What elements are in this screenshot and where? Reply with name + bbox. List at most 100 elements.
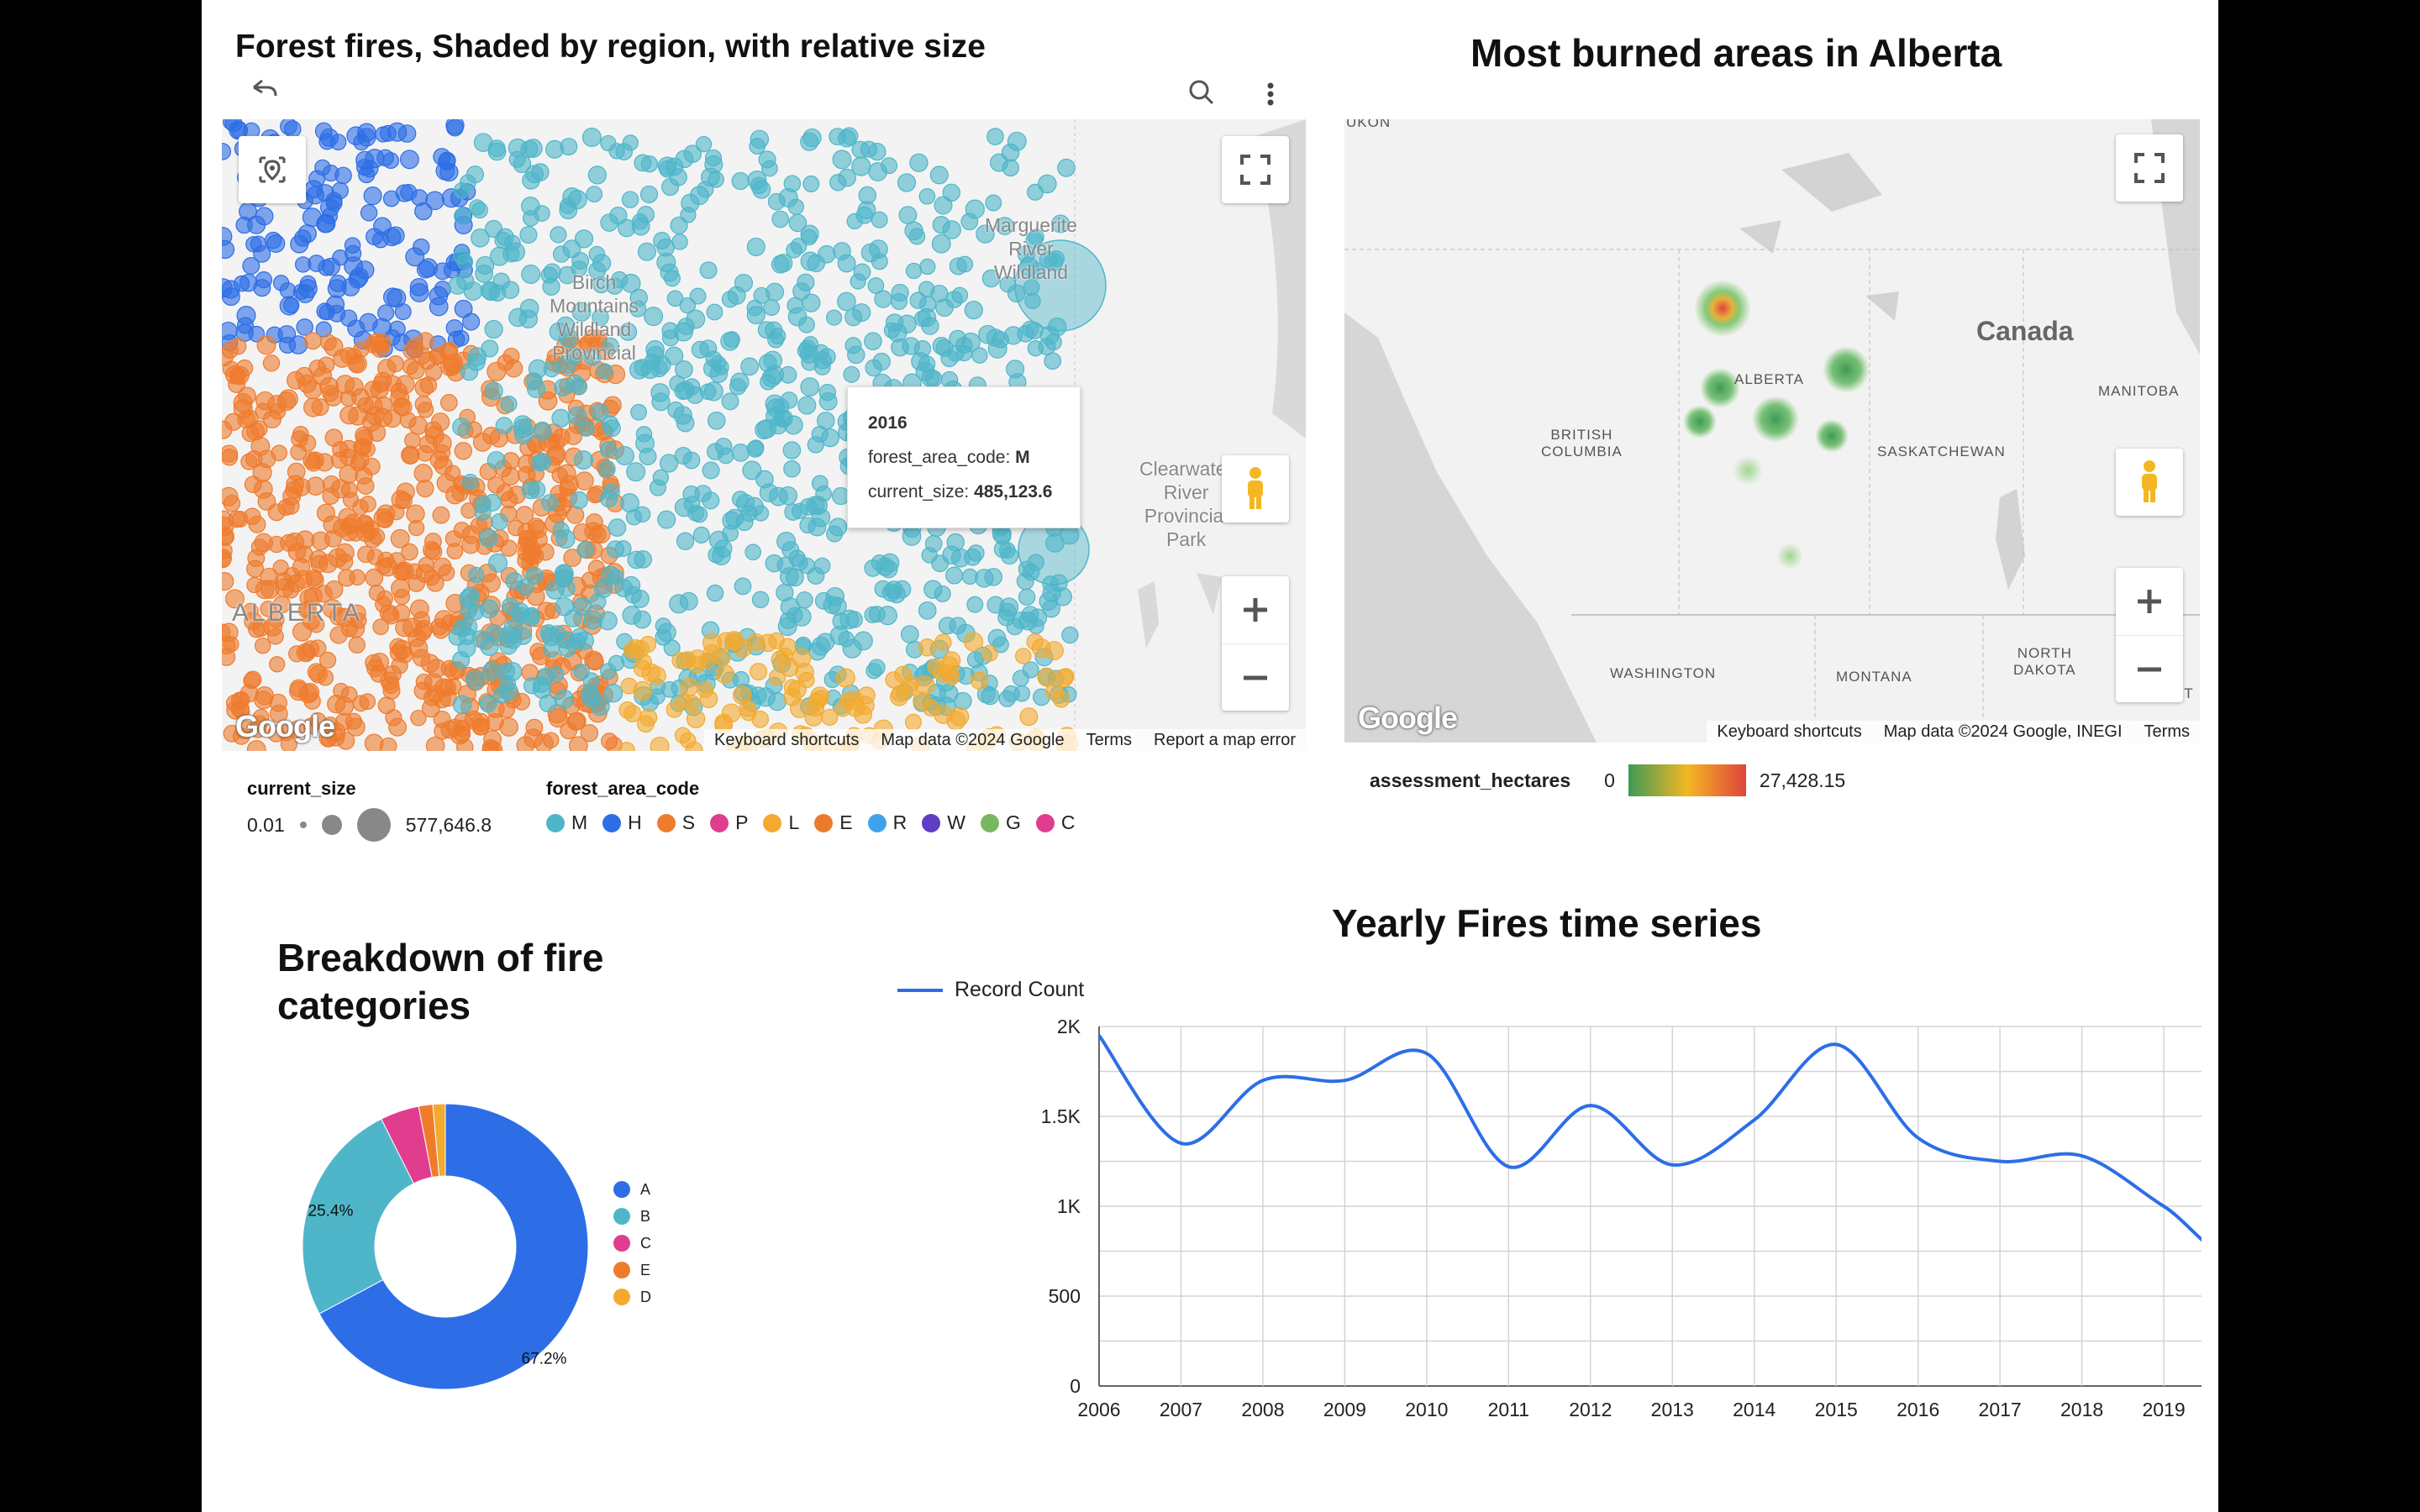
fire-bubble[interactable]: [563, 549, 582, 567]
fire-bubble[interactable]: [890, 292, 908, 310]
fire-bubble[interactable]: [608, 143, 625, 160]
fire-bubble[interactable]: [918, 188, 936, 205]
fire-bubble[interactable]: [634, 550, 652, 569]
fire-bubble[interactable]: [702, 461, 720, 480]
fire-bubble[interactable]: [294, 229, 312, 247]
fire-bubble[interactable]: [918, 355, 936, 373]
fire-bubble[interactable]: [377, 557, 397, 577]
fire-bubble[interactable]: [676, 532, 695, 550]
undo-icon[interactable]: [244, 76, 281, 109]
fire-bubble[interactable]: [800, 377, 820, 397]
fire-bubble[interactable]: [674, 447, 692, 465]
legend-code-e-5[interactable]: E: [814, 811, 853, 834]
fire-bubble[interactable]: [985, 194, 1002, 212]
fullscreen-button[interactable]: [1222, 136, 1289, 203]
fire-bubble[interactable]: [439, 679, 456, 696]
fire-bubble[interactable]: [619, 493, 639, 513]
fire-bubble[interactable]: [319, 651, 337, 669]
fire-bubble[interactable]: [596, 363, 613, 380]
fire-bubble[interactable]: [260, 580, 280, 599]
fire-bubble[interactable]: [248, 621, 266, 638]
fire-bubble[interactable]: [570, 491, 588, 510]
fire-bubble[interactable]: [740, 357, 759, 376]
fire-bubble[interactable]: [664, 270, 681, 287]
fire-bubble[interactable]: [680, 677, 699, 697]
fire-bubble[interactable]: [915, 675, 935, 696]
fire-bubble[interactable]: [508, 307, 528, 328]
fire-bubble[interactable]: [733, 671, 750, 688]
fire-bubble[interactable]: [918, 296, 937, 313]
fire-bubble[interactable]: [443, 261, 460, 279]
fire-bubble[interactable]: [330, 451, 348, 469]
fire-bubble[interactable]: [837, 254, 856, 273]
fire-bubble[interactable]: [433, 711, 451, 728]
fire-bubble[interactable]: [676, 381, 695, 400]
fire-bubble[interactable]: [452, 417, 471, 437]
fire-bubble[interactable]: [425, 364, 443, 381]
fire-bubble[interactable]: [821, 708, 839, 726]
fire-bubble[interactable]: [386, 226, 405, 245]
fire-bubble[interactable]: [714, 664, 734, 684]
pie-slice-a[interactable]: [318, 1103, 589, 1390]
street-view-pegman[interactable]: [1222, 455, 1289, 522]
legend-code-w-7[interactable]: W: [922, 811, 965, 834]
fire-bubble[interactable]: [487, 475, 505, 494]
fire-bubble[interactable]: [786, 242, 802, 259]
fire-bubble[interactable]: [940, 370, 959, 389]
fire-bubble[interactable]: [329, 275, 347, 292]
fire-bubble[interactable]: [285, 480, 303, 499]
fire-bubble[interactable]: [387, 503, 405, 521]
fire-bubble[interactable]: [633, 680, 653, 701]
fire-bubble[interactable]: [479, 695, 497, 713]
fire-bubble[interactable]: [425, 736, 445, 751]
fire-bubble[interactable]: [230, 365, 250, 386]
fire-bubble[interactable]: [294, 256, 312, 273]
fire-bubble[interactable]: [818, 383, 837, 402]
fire-bubble[interactable]: [432, 506, 450, 524]
fire-bubble[interactable]: [583, 348, 602, 366]
fire-bubble[interactable]: [333, 349, 352, 368]
fire-bubble[interactable]: [280, 533, 298, 552]
fire-bubble[interactable]: [501, 597, 519, 616]
fire-bubble[interactable]: [904, 221, 923, 240]
fire-bubble[interactable]: [570, 378, 588, 396]
fire-bubble[interactable]: [358, 165, 376, 184]
map2-terms-link[interactable]: Terms: [2144, 722, 2190, 741]
fire-bubble[interactable]: [761, 160, 778, 177]
fire-bubble[interactable]: [783, 459, 801, 478]
fire-bubble[interactable]: [471, 630, 490, 648]
fire-bubble[interactable]: [731, 171, 750, 191]
fire-bubble[interactable]: [650, 360, 668, 378]
fire-bubble[interactable]: [706, 303, 723, 321]
fire-bubble[interactable]: [302, 380, 323, 400]
fire-bubble[interactable]: [935, 298, 954, 318]
fire-bubble[interactable]: [755, 687, 776, 707]
fire-bubble[interactable]: [413, 238, 430, 256]
fire-bubble[interactable]: [297, 279, 318, 299]
fire-bubble[interactable]: [946, 533, 965, 552]
fire-bubble[interactable]: [746, 237, 765, 256]
fire-bubble[interactable]: [630, 403, 648, 421]
fire-bubble[interactable]: [460, 362, 479, 381]
fire-bubble[interactable]: [776, 531, 797, 552]
map2-zoom-out-button[interactable]: [2116, 636, 2183, 703]
fire-bubble[interactable]: [1037, 668, 1056, 687]
fire-bubble[interactable]: [758, 633, 777, 653]
fire-bubble[interactable]: [1026, 633, 1044, 651]
fire-bubble[interactable]: [444, 465, 461, 481]
fire-bubble[interactable]: [453, 522, 471, 539]
fire-bubble[interactable]: [521, 608, 540, 627]
fire-bubble[interactable]: [314, 585, 333, 603]
fire-bubble[interactable]: [413, 464, 433, 483]
fire-bubble[interactable]: [255, 686, 274, 706]
fire-bubble[interactable]: [277, 325, 297, 344]
fire-bubble[interactable]: [752, 180, 771, 199]
fire-bubble[interactable]: [644, 307, 664, 327]
fire-bubble[interactable]: [454, 299, 473, 318]
fire-bubble[interactable]: [452, 695, 472, 715]
fire-bubble[interactable]: [454, 207, 471, 225]
fire-bubble[interactable]: [802, 175, 820, 192]
fire-bubble[interactable]: [609, 207, 628, 225]
fire-bubble[interactable]: [990, 153, 1008, 172]
fire-bubble[interactable]: [784, 503, 802, 521]
